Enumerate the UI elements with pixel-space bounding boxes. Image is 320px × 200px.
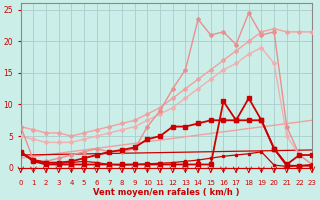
X-axis label: Vent moyen/en rafales ( km/h ): Vent moyen/en rafales ( km/h ) [93,188,240,197]
